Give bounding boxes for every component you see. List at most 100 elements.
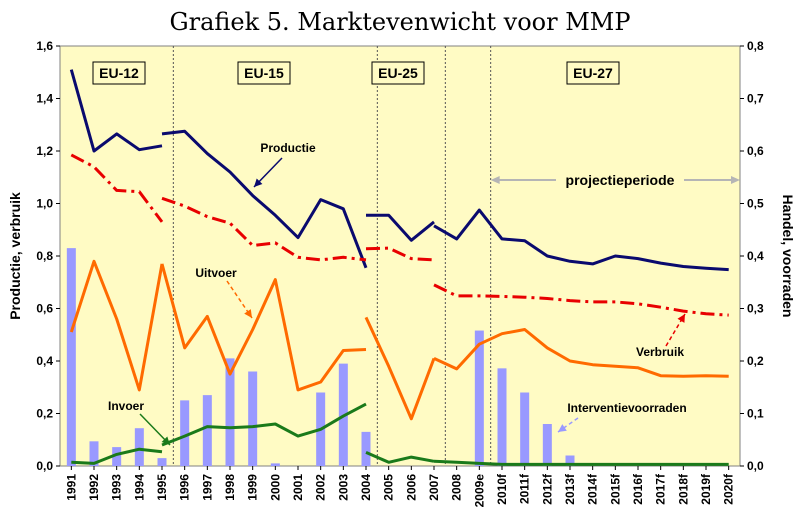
x-tick-label: 1996 <box>178 474 192 501</box>
y-right-tick-label: 0,5 <box>747 197 764 211</box>
label-interventievoorraden: Interventievoorraden <box>567 401 686 415</box>
period-label-eu27: EU-27 <box>573 65 613 81</box>
projection-label-bg <box>556 170 684 190</box>
x-tick-label: 1994 <box>132 474 146 501</box>
x-tick-label: 2010f <box>495 473 509 505</box>
bar-interventievoorraden <box>542 424 552 466</box>
series-line-uitvoer <box>160 263 367 392</box>
y-right-tick-label: 0,0 <box>747 459 764 473</box>
x-tick-label: 2018f <box>676 473 690 505</box>
x-tick-label: 1999 <box>246 474 260 501</box>
x-tick-label: 2015f <box>608 473 622 505</box>
bar-interventievoorraden <box>89 441 99 466</box>
series-line-invoer <box>433 459 729 466</box>
y-left-tick-label: 0,6 <box>36 302 53 316</box>
x-tick-label: 2000 <box>268 474 282 501</box>
annotations-layer: EU-12 EU-15 EU-25 EU-27 projectieperiode Prod… <box>92 61 740 446</box>
x-tick-label: 2009e <box>472 474 486 508</box>
series-line-verbruik <box>161 196 367 262</box>
bar-interventievoorraden <box>225 358 235 466</box>
bar-interventievoorraden <box>270 463 280 466</box>
arrow-interventievoorraden-head <box>558 424 567 432</box>
x-tick-label: 2012f <box>540 473 554 505</box>
y-right-tick-label: 0,4 <box>747 249 764 263</box>
x-tick-label: 2001 <box>291 474 305 501</box>
arrow-uitvoer-head <box>244 309 252 318</box>
period-label-eu25-box <box>371 61 425 85</box>
bar-interventievoorraden <box>474 330 484 466</box>
bar-interventievoorraden <box>497 368 507 466</box>
label-uitvoer: Uitvoer <box>195 266 237 280</box>
bar-interventievoorraden <box>361 431 371 466</box>
x-tick-label: 2017f <box>654 473 668 505</box>
period-label-eu25: EU-25 <box>378 65 418 81</box>
x-tick-label: 2005 <box>382 474 396 501</box>
x-tick-label: 1995 <box>155 474 169 501</box>
y-right-tick-label: 0,8 <box>747 39 764 53</box>
series-line-productie <box>69 69 163 153</box>
x-tick-label: 1993 <box>110 474 124 501</box>
y-left-tick-label: 0,8 <box>36 249 53 263</box>
label-verbruik: Verbruik <box>636 345 684 359</box>
bar-interventievoorraden <box>157 458 167 466</box>
x-tick-label: 2008 <box>450 474 464 501</box>
bar-interventievoorraden <box>565 455 575 466</box>
y-left-tick-label: 0,2 <box>36 407 53 421</box>
series-line-productie <box>161 129 368 269</box>
x-tick-label: 2019f <box>699 473 713 505</box>
series-line-uitvoer <box>364 316 436 421</box>
x-tick-label: 2013f <box>563 473 577 505</box>
projection-label: projectieperiode <box>566 172 675 188</box>
series-line-uitvoer <box>69 259 164 392</box>
lines-layer <box>69 69 729 466</box>
y-right-tick-label: 0,1 <box>747 407 764 421</box>
series-line-verbruik <box>70 153 164 223</box>
chart-title: Grafiek 5. Marktevenwicht voor MMP <box>169 8 630 36</box>
x-tick-label: 1992 <box>87 474 101 501</box>
x-tick-label: 1991 <box>64 474 78 501</box>
y-left-tick-label: 1,0 <box>36 197 53 211</box>
series-line-invoer <box>365 451 435 464</box>
x-tick-label: 2004 <box>359 474 373 501</box>
y-right-tick-label: 0,2 <box>747 354 764 368</box>
period-label-eu15-box <box>237 61 291 85</box>
x-tick-label: 1997 <box>200 474 214 501</box>
bar-interventievoorraden <box>520 392 530 466</box>
arrow-productie-head <box>254 178 263 187</box>
bar-interventievoorraden <box>202 395 212 466</box>
period-label-eu27-box <box>566 61 620 85</box>
y-axis-right-label: Handel, voorraden <box>780 195 796 318</box>
bar-interventievoorraden <box>248 371 258 466</box>
x-tick-label: 2002 <box>314 474 328 501</box>
bars-layer <box>66 248 575 466</box>
series-line-invoer <box>71 447 163 465</box>
projection-arrow-head-left <box>490 176 500 184</box>
series-line-verbruik <box>433 283 729 317</box>
x-tick-label: 2020f <box>722 473 736 505</box>
x-tick-label: 2014f <box>586 473 600 505</box>
y-right-tick-label: 0,6 <box>747 144 764 158</box>
y-left-tick-label: 1,2 <box>36 144 53 158</box>
axes-layer: 0,0 0,2 0,4 0,6 0,8 1,0 1,2 1,4 1,6 0,0 0,1 0,2 0,3 0… <box>36 39 764 507</box>
period-label-eu15: EU-15 <box>244 65 284 81</box>
x-tick-label: 2003 <box>336 474 350 501</box>
x-tick-label: 2011f <box>518 473 532 504</box>
period-dividers <box>172 46 492 466</box>
y-right-tick-label: 0,3 <box>747 302 764 316</box>
x-tick-label: 2016f <box>631 473 645 505</box>
x-tick-label: 2007 <box>427 474 441 501</box>
series-line-uitvoer <box>433 328 729 378</box>
projection-arrow-head-right <box>731 176 740 184</box>
y-left-tick-label: 0,0 <box>36 459 53 473</box>
y-left-tick-label: 1,6 <box>36 39 53 53</box>
x-tick-label: 1998 <box>223 474 237 501</box>
y-left-tick-label: 1,4 <box>36 92 53 106</box>
y-left-tick-label: 0,4 <box>36 354 53 368</box>
series-line-productie <box>433 208 729 272</box>
bar-interventievoorraden <box>112 447 122 466</box>
bar-interventievoorraden <box>180 400 190 466</box>
x-tick-label: 2006 <box>404 474 418 501</box>
bar-interventievoorraden <box>134 428 144 466</box>
